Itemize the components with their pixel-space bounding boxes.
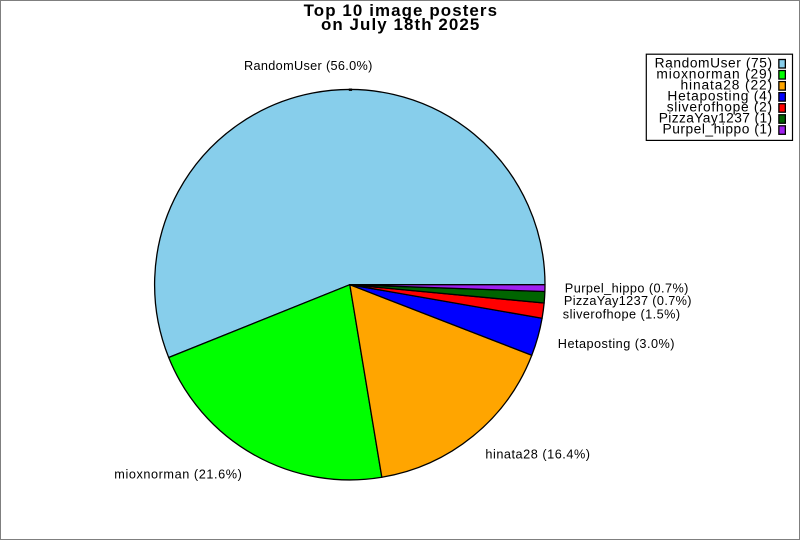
- svg-text:Hetaposting (3.0%): Hetaposting (3.0%): [558, 337, 675, 351]
- svg-text:hinata28 (22): hinata28 (22): [681, 78, 773, 93]
- svg-text:PizzaYay1237 (0.7%): PizzaYay1237 (0.7%): [564, 294, 692, 308]
- svg-text:on July 18th 2025: on July 18th 2025: [321, 15, 479, 34]
- svg-text:Purpel_hippo (1): Purpel_hippo (1): [663, 122, 773, 137]
- svg-text:mioxnorman (21.6%): mioxnorman (21.6%): [114, 468, 241, 482]
- svg-text:sliverofhope (1.5%): sliverofhope (1.5%): [563, 308, 680, 322]
- svg-text:PizzaYay1237 (1): PizzaYay1237 (1): [659, 111, 772, 126]
- svg-text:RandomUser (75): RandomUser (75): [655, 55, 773, 70]
- svg-text:mioxnorman (29): mioxnorman (29): [656, 66, 772, 81]
- svg-text:Hetaposting (4): Hetaposting (4): [667, 89, 772, 104]
- svg-text:Top 10 image posters: Top 10 image posters: [304, 1, 497, 20]
- svg-text:RandomUser (56.0%): RandomUser (56.0%): [244, 59, 372, 73]
- svg-text:sliverofhope (2): sliverofhope (2): [667, 100, 772, 115]
- svg-text:hinata28 (16.4%): hinata28 (16.4%): [485, 447, 590, 461]
- svg-text:Purpel_hippo (0.7%): Purpel_hippo (0.7%): [565, 282, 689, 296]
